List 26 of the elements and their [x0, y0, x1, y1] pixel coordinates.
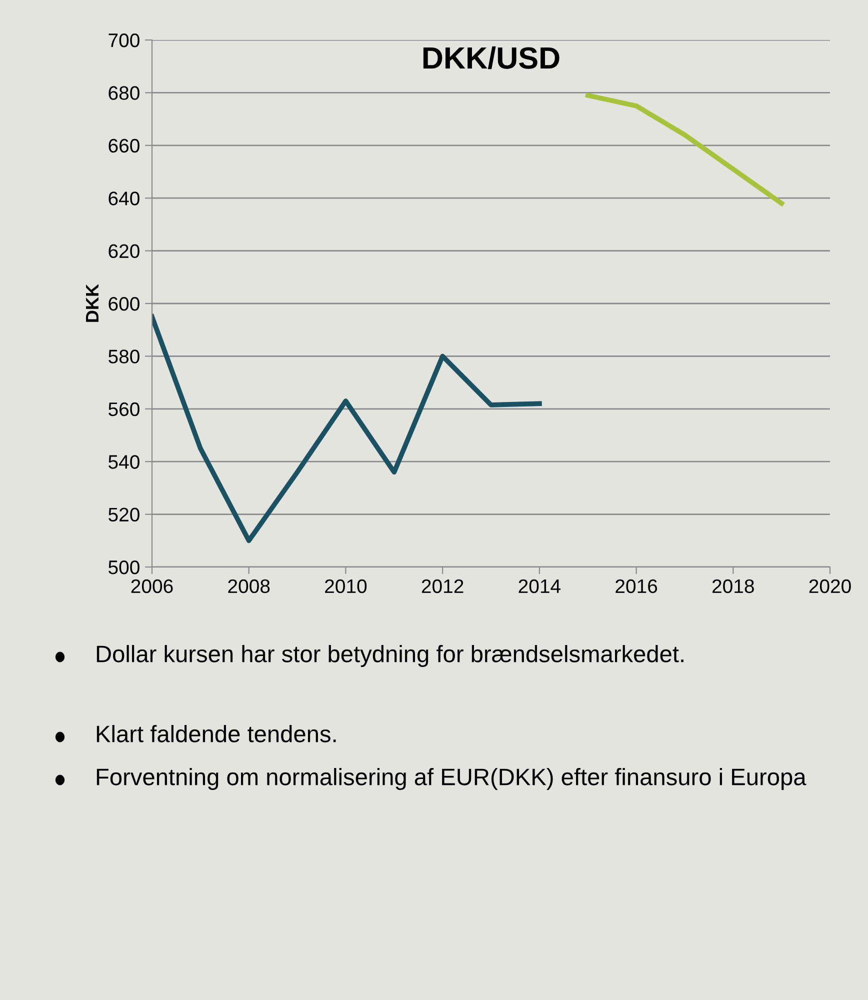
- x-tick-label: 2012: [422, 579, 464, 594]
- y-tick-label: 600: [108, 296, 140, 311]
- y-tick-label: 640: [108, 192, 140, 206]
- y-tick-label: 540: [108, 455, 140, 469]
- y-tick-label: 700: [108, 33, 140, 48]
- x-tick-label: 2006: [131, 579, 173, 594]
- x-tick-label: 2014: [518, 579, 560, 594]
- y-tick-label: 520: [108, 508, 140, 522]
- y-tick-label: 500: [108, 560, 140, 574]
- y-axis-title: DKK: [86, 284, 98, 322]
- y-tick-label: 560: [108, 402, 140, 416]
- x-tick-label: 2010: [325, 579, 367, 594]
- text: Klart faldende tendens.: [96, 725, 336, 742]
- y-tick-label: 660: [108, 138, 140, 153]
- x-tick-label: 2020: [809, 579, 851, 594]
- y-tick-label: 620: [108, 244, 140, 258]
- chart-title: DKK/USD: [423, 46, 560, 70]
- x-tick-label: 2008: [228, 579, 270, 594]
- y-tick-label: 580: [108, 350, 140, 364]
- line-series: [585, 92, 784, 206]
- y-tick-label: 680: [108, 86, 140, 100]
- x-tick-label: 2018: [712, 579, 754, 594]
- text: Forventning om normalisering af EUR(DKK) efter finansuro i Europa: [96, 768, 806, 790]
- x-tick-label: 2016: [616, 579, 658, 594]
- line-series: [152, 314, 542, 544]
- text: Dollar kursen har stor betydning for brændselsmarkedet.: [96, 645, 684, 668]
